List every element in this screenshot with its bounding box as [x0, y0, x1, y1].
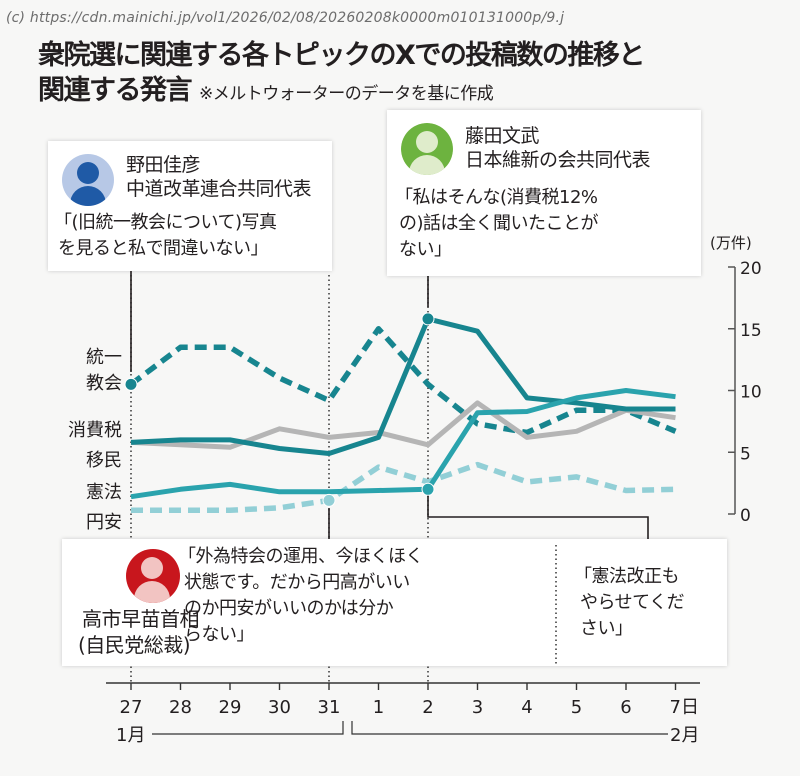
- quote-line: 「(旧統一教会について)写真: [54, 212, 277, 233]
- x-tick-label: 5: [571, 697, 582, 718]
- person-icon-body: [134, 581, 170, 603]
- chart-title-line1: 衆院選に関連する各トピックのXでの投稿数の推移と: [38, 40, 645, 71]
- speaker-name: 高市早苗首相: [82, 607, 200, 631]
- series-line-移民: [130, 400, 676, 450]
- series-label-統一教会: 教会: [86, 373, 122, 394]
- source-note: ※メルトウォーターのデータを基に作成: [199, 84, 494, 104]
- series-label-憲法: 憲法: [86, 481, 122, 503]
- speaker-role: (自民党総裁): [78, 633, 191, 657]
- series-line-消費税: [130, 316, 676, 456]
- quote-line: の)話は全く聞いたことが: [399, 213, 599, 234]
- x-tick-label: 27: [120, 697, 143, 718]
- quote-line: 「外為特会の運用、今ほくほく: [178, 546, 424, 567]
- person-icon-body: [70, 186, 106, 206]
- x-tick-label: 4: [521, 697, 532, 718]
- y-tick-label: 5: [740, 444, 751, 464]
- speaker-card-fujita: 藤田文武 日本維新の会共同代表 「私はそんな(消費税12% の)話は全く聞いたこ…: [387, 110, 701, 276]
- quote-line: を見ると私で間違いない」: [58, 238, 269, 259]
- speaker-name: 野田佳彦: [126, 154, 201, 176]
- quote2-line: 「憲法改正も: [574, 566, 680, 587]
- markers-layer: [124, 312, 435, 507]
- quote2-line: やらせてくだ: [580, 592, 685, 613]
- quote2-line: さい」: [580, 618, 633, 639]
- speaker-role: 中道改革連合共同代表: [126, 178, 312, 200]
- series-label-円安: 円安: [86, 512, 122, 533]
- month-bracket-feb: [351, 721, 668, 735]
- chart-title-line2: 関連する発言 ※メルトウォーターのデータを基に作成: [38, 68, 494, 107]
- x-tick-label: 30: [268, 697, 291, 718]
- x-tick-label: 1: [373, 697, 384, 718]
- quote-line: 「私はそんな(消費税12%: [395, 187, 598, 208]
- x-axis: 27 28 29 30 31 1 2 3 4 5 6 7日 1月 2月: [106, 682, 700, 746]
- speaker-card-noda: 野田佳彦 中道改革連合共同代表 「(旧統一教会について)写真 を見ると私で間違い…: [48, 141, 332, 271]
- series-line-憲法: [130, 388, 676, 500]
- x-tick-label: 29: [219, 697, 242, 718]
- series-label-統一教会: 統一: [86, 347, 122, 368]
- series-label-移民: 移民: [86, 450, 122, 471]
- month-label-feb: 2月: [670, 725, 699, 746]
- x-tick-label: 6: [620, 697, 631, 718]
- person-icon-head: [77, 162, 99, 184]
- avatar-takaichi: [126, 549, 180, 603]
- quote-line: ない」: [399, 239, 452, 260]
- y-tick-label: 15: [740, 321, 762, 341]
- data-marker: [322, 493, 336, 507]
- person-icon-body: [409, 155, 445, 175]
- y-tick-label: 10: [740, 383, 762, 403]
- x-tick-label: 3: [472, 697, 483, 718]
- chart-title-line2-text: 関連する発言: [38, 75, 193, 106]
- month-bracket-jan: [152, 721, 344, 735]
- x-tick-label: 7日: [670, 697, 699, 718]
- quote-line: らない」: [184, 624, 255, 645]
- y-axis: 0 5 10 15 20 (万件): [710, 234, 762, 526]
- x-tick-label: 31: [318, 697, 341, 718]
- speaker-role: 日本維新の会共同代表: [465, 149, 651, 171]
- person-icon-head: [141, 557, 163, 579]
- x-tick-label: 2: [422, 697, 433, 718]
- avatar-fujita: [401, 123, 453, 175]
- y-axis-unit: (万件): [710, 234, 752, 252]
- x-tick-label: 28: [169, 697, 192, 718]
- quote-line: 状態です。だから円高がいい: [184, 572, 410, 593]
- speaker-name: 藤田文武: [465, 125, 540, 147]
- series-layer: [129, 316, 677, 514]
- source-url: (c) https://cdn.mainichi.jp/vol1/2026/02…: [6, 10, 565, 26]
- speaker-card-takaichi: 高市早苗首相 (自民党総裁) 「外為特会の運用、今ほくほく 状態です。だから円高…: [62, 539, 727, 666]
- y-tick-label: 0: [740, 506, 751, 526]
- avatar-noda: [62, 154, 114, 206]
- y-tick-label: 20: [740, 259, 762, 279]
- data-marker: [124, 377, 138, 391]
- quote-line: のか円安がいいのかは分か: [184, 598, 394, 619]
- series-line-統一教会: [129, 326, 677, 436]
- person-icon-head: [416, 131, 438, 153]
- data-marker: [421, 312, 435, 326]
- series-label-消費税: 消費税: [68, 420, 122, 441]
- month-label-jan: 1月: [116, 725, 145, 746]
- callout-line-kenpou: [427, 494, 649, 540]
- data-marker: [421, 482, 435, 496]
